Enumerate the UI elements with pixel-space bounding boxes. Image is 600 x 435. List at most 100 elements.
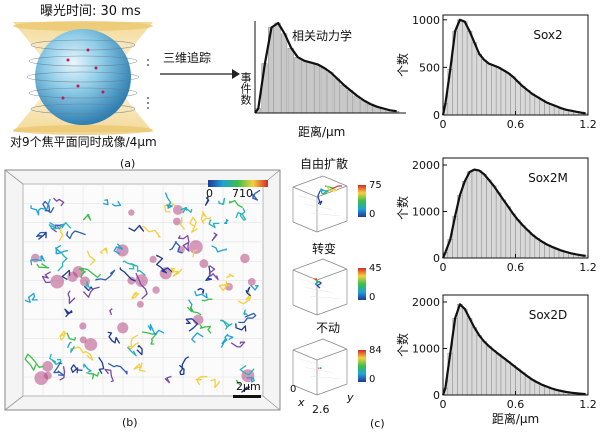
molecule-blob (192, 314, 204, 326)
trajectory (189, 216, 198, 233)
trajectory (246, 376, 255, 383)
histogram-sox2: 0 500 1000 0 0.6 1.2 Sox2 个数 (395, 14, 597, 131)
cube-edge (292, 258, 324, 271)
trajectory-segment (329, 189, 335, 192)
histogram-bar (505, 206, 511, 259)
histogram-bar (500, 199, 507, 259)
trajectory-segment (320, 188, 328, 193)
trajectory (48, 221, 72, 231)
tracking-label: 三维追踪 (163, 51, 212, 65)
trajectory-segment (320, 367, 322, 369)
trajectory-segment (331, 185, 339, 190)
histogram-bar (520, 225, 526, 259)
histogram-bar (491, 185, 497, 259)
histogram-bar (524, 376, 531, 396)
dynamics-bar (300, 60, 307, 114)
molecule-blob (72, 266, 85, 278)
trajectory (164, 202, 177, 213)
y-axis-label: 个数 (395, 196, 410, 220)
trajectory (57, 252, 68, 272)
trajectory (30, 255, 46, 266)
free-diffusion-cube (292, 175, 348, 233)
x-tick-label: 0 (440, 398, 447, 411)
trajectory (201, 298, 213, 302)
histogram-bar (466, 318, 473, 396)
x-tick-label: 1.2 (579, 118, 597, 131)
histogram-title: Sox2D (529, 308, 568, 322)
histogram-bar (534, 238, 540, 259)
histogram-bar (486, 179, 492, 259)
trajectory (113, 243, 124, 255)
colorbar-min: 0 (206, 187, 213, 200)
trajectory (35, 231, 47, 238)
x-tick-label: 0 (440, 261, 447, 274)
trajectory (53, 197, 65, 207)
molecule-blob (79, 322, 87, 330)
trajectory (119, 267, 136, 282)
trajectory (225, 273, 235, 279)
trajectory (38, 231, 47, 240)
histogram-sox2m: 0 1000 2000 0 0.6 1.2 Sox2M 个数 (395, 157, 597, 274)
trajectory (235, 207, 247, 221)
dynamics-bar (287, 48, 294, 114)
trajectory (59, 330, 67, 341)
trajectory (103, 199, 109, 206)
histogram-bar (505, 361, 511, 396)
cube-edge (292, 221, 318, 233)
cube-edge (316, 220, 348, 233)
trajectory (238, 312, 257, 324)
histogram-bar (481, 59, 487, 116)
trajectory (82, 213, 92, 221)
colorbar-3 (358, 350, 366, 382)
trajectory (70, 364, 83, 374)
trajectory (67, 290, 76, 305)
cube-edge (292, 304, 318, 316)
cube-edge (316, 383, 348, 396)
trajectory (185, 318, 199, 332)
trajectory (61, 269, 71, 281)
x-tick-label: 1.2 (579, 398, 597, 411)
histogram-bar (495, 67, 502, 116)
trajectory (59, 366, 66, 381)
trajectory (109, 308, 113, 316)
trajectory-segment (325, 185, 330, 191)
trajectory-segment (314, 278, 317, 280)
dynamics-bar (353, 95, 360, 114)
y-tick-label: 0 (433, 389, 440, 402)
trajectory (58, 226, 64, 242)
cb2-min: 0 (369, 292, 376, 303)
trajectory (131, 291, 140, 300)
histogram-bar (476, 170, 482, 259)
dynamics-bar (307, 62, 314, 114)
trajectory (53, 362, 65, 377)
histogram-bar (471, 169, 478, 259)
axis-y-label: y (347, 391, 354, 404)
trajectory (194, 290, 208, 299)
trajectory (98, 356, 105, 374)
trajectory (169, 241, 183, 254)
trajectory (208, 265, 219, 281)
trajectory (228, 199, 244, 209)
molecule-blob (240, 253, 250, 264)
molecule-blob (127, 276, 136, 285)
trajectory-segment (314, 278, 316, 280)
trajectory (180, 206, 193, 214)
trajectory (179, 217, 186, 230)
trajectory (239, 364, 255, 376)
immobile-label: 不动 (316, 321, 341, 335)
trajectory-segment (317, 201, 321, 205)
trajectory (36, 263, 50, 269)
molecule-blob (172, 217, 181, 226)
cube-edge (316, 268, 348, 281)
scale-bar-label: 2µm (236, 380, 261, 393)
trajectory (204, 195, 210, 206)
dynamics-bar (314, 64, 321, 114)
fit-curve (441, 18, 586, 116)
trajectory-segment (318, 367, 321, 369)
trajectory (73, 346, 94, 361)
histogram-bar (529, 93, 536, 116)
trajectory (78, 268, 102, 279)
molecule-blob (128, 209, 135, 216)
molecule-blob (152, 286, 160, 294)
molecule-blob (42, 361, 54, 372)
